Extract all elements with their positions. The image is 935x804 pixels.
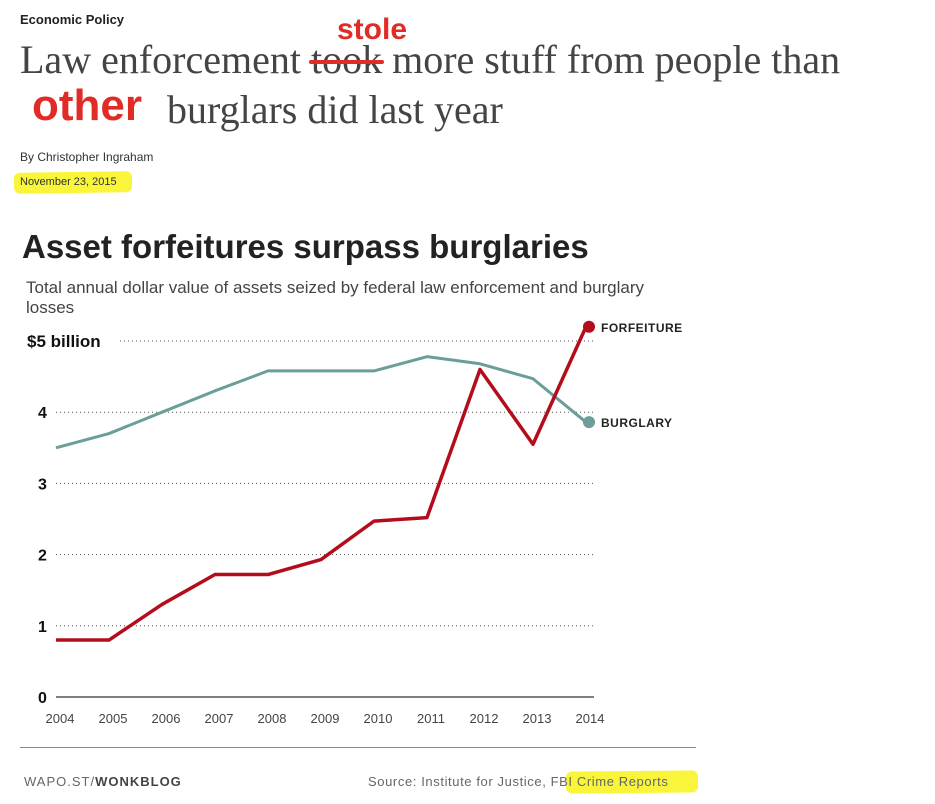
footer-divider — [20, 747, 696, 748]
line-chart: 0 1 2 3 4 $5 billion 2004 2005 2006 2007 2008 2009… — [27, 320, 683, 726]
headline-text-after: more stuff from people than — [392, 37, 841, 82]
source-link[interactable]: FBI Crime Reports — [550, 774, 669, 789]
series-label-burglary: BURGLARY — [601, 416, 673, 430]
headline-text-before: Law enforcement — [20, 37, 301, 82]
x-tick-label: 2012 — [470, 711, 499, 726]
source-note: Source: Institute for Justice, FBI Crime… — [368, 774, 669, 789]
y-axis-labels: 0 1 2 3 4 $5 billion — [27, 332, 101, 707]
x-axis-labels: 2004 2005 2006 2007 2008 2009 2010 2011 2012 2013… — [46, 711, 605, 726]
y-tick-label: 4 — [38, 405, 47, 422]
series-end-point-burglary — [583, 416, 595, 429]
x-tick-label: 2011 — [417, 711, 445, 726]
x-tick-label: 2007 — [205, 711, 234, 726]
series-end-point-forfeiture — [583, 320, 595, 333]
y-tick-label: 0 — [38, 690, 47, 707]
series-end-labels: BURGLARY FORFEITURE — [601, 321, 683, 430]
series-line-forfeiture — [56, 326, 588, 642]
credit-link[interactable]: WAPO.ST/WONKBLOG — [24, 774, 182, 789]
grid-lines — [56, 340, 594, 698]
x-tick-label: 2005 — [99, 711, 128, 726]
annotation-stole: stole — [337, 13, 408, 46]
series-label-forfeiture: FORFEITURE — [601, 321, 683, 335]
strikethrough-mark — [308, 60, 385, 64]
x-tick-label: 2009 — [311, 711, 340, 726]
y-tick-label: 3 — [38, 476, 47, 493]
y-tick-label: 2 — [38, 548, 47, 565]
x-tick-label: 2014 — [576, 711, 605, 726]
annotation-other: other — [32, 81, 142, 130]
chart-title: Asset forfeitures surpass burglaries — [22, 228, 589, 265]
publish-date: November 23, 2015 — [20, 176, 117, 188]
x-tick-label: 2006 — [152, 711, 181, 726]
section-label[interactable]: Economic Policy — [20, 12, 125, 27]
x-tick-label: 2008 — [258, 711, 287, 726]
headline-line-1: Law enforcement took more stuff from peo… — [20, 40, 840, 80]
y-tick-label: 1 — [38, 619, 47, 636]
chart-subtitle: Total annual dollar value of assets seiz… — [26, 278, 645, 317]
x-tick-label: 2013 — [523, 711, 552, 726]
series-line-burglary — [55, 355, 587, 450]
headline-struck-word: took — [308, 37, 385, 82]
y-tick-label: $5 billion — [27, 332, 101, 351]
x-tick-label: 2010 — [364, 711, 393, 726]
headline-line-2: burglars did last year — [167, 87, 503, 132]
series-lines — [55, 320, 595, 642]
byline[interactable]: By Christopher Ingraham — [20, 150, 154, 164]
x-tick-label: 2004 — [46, 711, 75, 726]
